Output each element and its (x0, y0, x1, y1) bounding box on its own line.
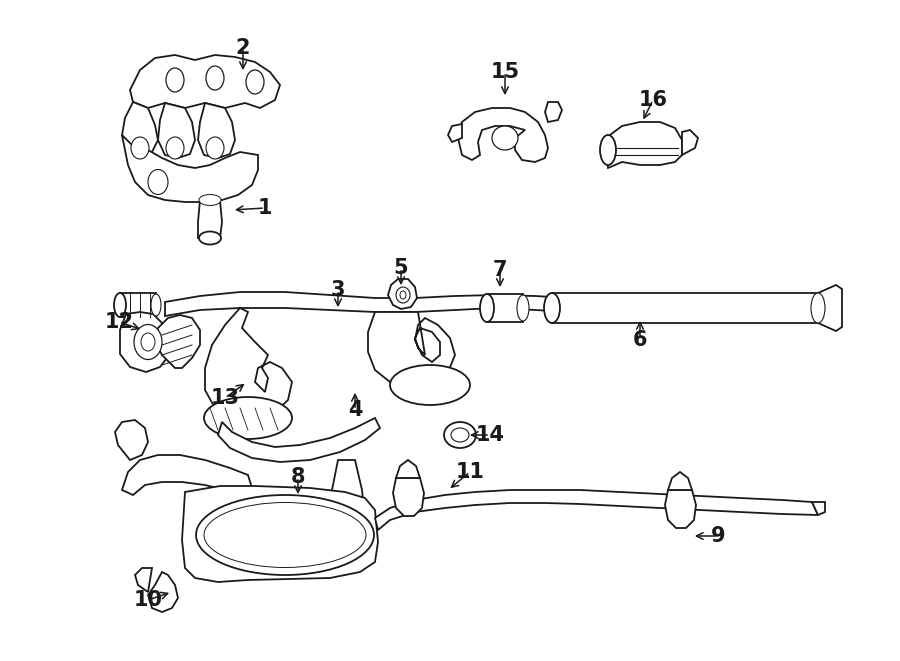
Text: 2: 2 (236, 38, 250, 58)
Polygon shape (148, 572, 178, 612)
Polygon shape (155, 315, 200, 368)
Polygon shape (665, 490, 696, 528)
Polygon shape (605, 122, 682, 168)
Ellipse shape (204, 502, 366, 568)
Text: 5: 5 (393, 258, 409, 278)
Ellipse shape (600, 135, 616, 165)
Polygon shape (487, 294, 523, 322)
Ellipse shape (396, 287, 410, 303)
Polygon shape (330, 460, 364, 528)
Text: 6: 6 (633, 330, 647, 350)
Polygon shape (818, 285, 842, 331)
Polygon shape (388, 279, 417, 309)
Ellipse shape (480, 294, 494, 322)
Polygon shape (682, 130, 698, 155)
Ellipse shape (199, 194, 221, 206)
Ellipse shape (134, 325, 162, 360)
Polygon shape (120, 312, 170, 372)
Polygon shape (396, 460, 420, 478)
Ellipse shape (166, 68, 184, 92)
Text: 3: 3 (331, 280, 346, 300)
Polygon shape (120, 293, 156, 317)
Polygon shape (545, 102, 562, 122)
Text: 10: 10 (133, 590, 163, 610)
Polygon shape (375, 490, 818, 530)
Polygon shape (130, 55, 280, 108)
Polygon shape (198, 103, 235, 158)
Text: 4: 4 (347, 400, 362, 420)
Text: 12: 12 (104, 312, 133, 332)
Polygon shape (552, 293, 818, 323)
Text: 7: 7 (493, 260, 508, 280)
Text: 1: 1 (257, 198, 272, 218)
Text: 8: 8 (291, 467, 305, 487)
Polygon shape (458, 108, 548, 162)
Polygon shape (368, 312, 455, 388)
Ellipse shape (544, 293, 560, 323)
Text: 11: 11 (455, 462, 484, 482)
Ellipse shape (451, 428, 469, 442)
Polygon shape (205, 308, 292, 420)
Polygon shape (668, 472, 692, 490)
Polygon shape (115, 420, 148, 460)
Text: 13: 13 (211, 388, 239, 408)
Ellipse shape (206, 66, 224, 90)
Polygon shape (182, 486, 378, 582)
Polygon shape (122, 102, 158, 156)
Polygon shape (218, 418, 380, 462)
Polygon shape (198, 200, 222, 238)
Polygon shape (158, 103, 195, 158)
Text: 15: 15 (491, 62, 519, 82)
Ellipse shape (204, 397, 292, 439)
Text: 14: 14 (475, 425, 505, 445)
Polygon shape (448, 124, 462, 142)
Ellipse shape (517, 295, 529, 321)
Ellipse shape (148, 169, 168, 194)
Ellipse shape (131, 137, 149, 159)
Ellipse shape (811, 293, 825, 323)
Ellipse shape (114, 293, 126, 317)
Polygon shape (393, 478, 424, 516)
Polygon shape (122, 135, 258, 202)
Text: 9: 9 (711, 526, 725, 546)
Ellipse shape (390, 365, 470, 405)
Ellipse shape (444, 422, 476, 448)
Polygon shape (122, 455, 252, 495)
Polygon shape (165, 292, 635, 320)
Ellipse shape (246, 70, 264, 94)
Ellipse shape (492, 126, 518, 150)
Polygon shape (812, 502, 825, 515)
Ellipse shape (141, 333, 155, 351)
Ellipse shape (199, 231, 221, 245)
Ellipse shape (206, 137, 224, 159)
Ellipse shape (151, 294, 161, 316)
Ellipse shape (196, 495, 374, 575)
Polygon shape (135, 568, 152, 592)
Text: 16: 16 (638, 90, 668, 110)
Ellipse shape (400, 291, 406, 299)
Ellipse shape (166, 137, 184, 159)
